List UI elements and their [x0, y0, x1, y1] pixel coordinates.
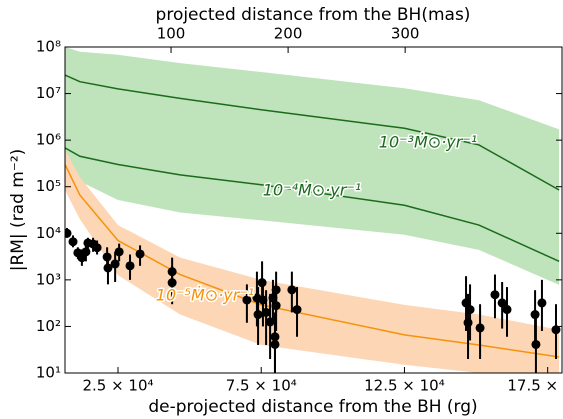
- data-point: [287, 285, 297, 295]
- line-label: 10⁻³Ṁ⊙·yr⁻¹: [379, 133, 477, 152]
- y-tick-label: 10⁸: [36, 38, 61, 56]
- data-point: [475, 323, 485, 333]
- line-label: 10⁻⁵Ṁ⊙·yr⁻¹: [156, 286, 254, 305]
- data-point: [110, 259, 120, 269]
- data-point: [242, 295, 252, 305]
- data-point: [292, 305, 302, 315]
- data-point: [551, 325, 561, 335]
- data-point: [490, 290, 500, 300]
- data-point: [125, 261, 135, 271]
- data-point: [81, 247, 91, 257]
- x-axis-label: de-projected distance from the BH (rg): [148, 397, 477, 417]
- data-point: [167, 278, 177, 288]
- data-point: [271, 285, 281, 295]
- data-point: [68, 237, 78, 247]
- data-point: [92, 243, 102, 253]
- y-tick-label: 10¹: [36, 364, 61, 382]
- line: [65, 147, 560, 263]
- data-point: [463, 318, 473, 328]
- data-point: [537, 298, 547, 308]
- plot-frame: [64, 46, 563, 374]
- data-point: [135, 249, 145, 259]
- data-point: [261, 307, 271, 317]
- plot-area: [65, 47, 561, 373]
- x-tick-label: 2.5 × 10⁴: [82, 377, 153, 395]
- y-tick-label: 10²: [36, 317, 61, 335]
- data-point: [253, 310, 263, 320]
- data-point: [465, 305, 475, 315]
- y-tick-label: 10³: [36, 270, 61, 288]
- line: [65, 74, 560, 191]
- data-point: [114, 247, 124, 257]
- data-point: [530, 310, 540, 320]
- data-point: [497, 298, 507, 308]
- x-tick-label: 7.5 × 10⁴: [226, 377, 297, 395]
- data-point: [103, 263, 113, 273]
- x-tick-label: 12.5 × 10⁴: [364, 377, 445, 395]
- line-label: 10⁻⁴Ṁ⊙·yr⁻¹: [263, 181, 361, 200]
- y-tick-label: 10⁴: [36, 224, 61, 242]
- data-point: [270, 339, 280, 349]
- line: [65, 164, 560, 358]
- y-axis-label: |RM| (rad m⁻²): [8, 149, 28, 272]
- y-tick-label: 10⁵: [36, 177, 61, 195]
- data-point: [531, 339, 541, 349]
- band: [65, 149, 560, 373]
- x-tick-label: 17.5 × 10⁴: [507, 377, 563, 395]
- top-axis-label: projected distance from the BH(mas): [156, 5, 471, 25]
- x2-tick-label: 200: [274, 25, 303, 43]
- band: [65, 47, 560, 285]
- x2-tick-label: 300: [391, 25, 420, 43]
- y-tick-label: 10⁶: [36, 131, 61, 149]
- x2-tick-label: 100: [157, 25, 186, 43]
- data-point: [502, 305, 512, 315]
- y-tick-label: 10⁷: [36, 84, 61, 102]
